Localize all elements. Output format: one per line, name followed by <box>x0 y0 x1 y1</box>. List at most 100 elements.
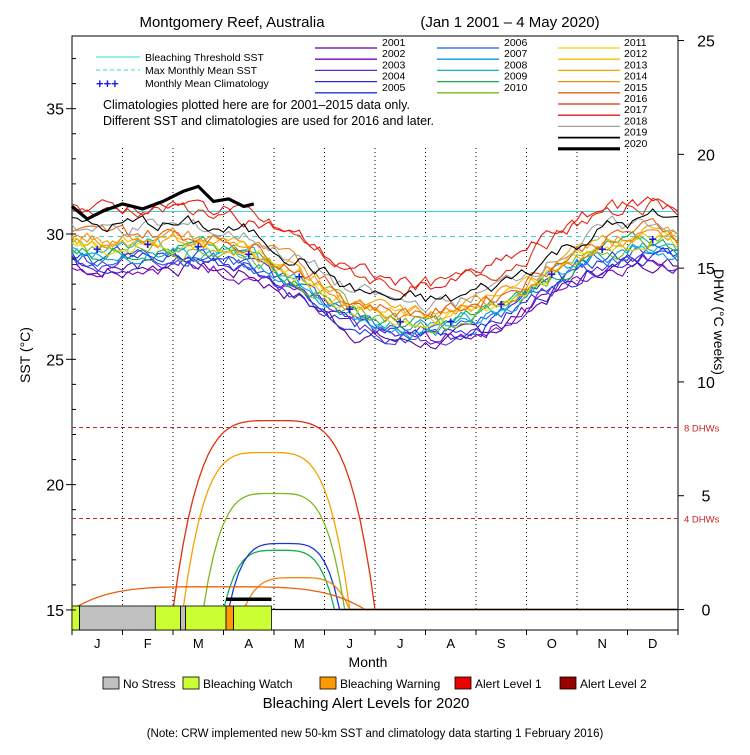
x-tick-label: M <box>294 636 305 651</box>
year-legend-label: 2006 <box>504 37 528 49</box>
year-legend-label: 2009 <box>504 71 528 83</box>
year-legend-label: 2012 <box>624 48 648 60</box>
alert-bar-segment <box>154 605 181 631</box>
sst-series-2020 <box>70 184 255 221</box>
year-legend-label: 2013 <box>624 59 648 71</box>
climatology-marker: + <box>93 241 101 257</box>
year-legend-label: 2001 <box>382 37 406 49</box>
year-legend-label: 2003 <box>382 59 406 71</box>
x-tick-label: D <box>648 636 657 651</box>
year-legend-label: 2004 <box>382 71 406 83</box>
y-right-tick-label: 25 <box>697 34 715 51</box>
x-tick-label: J <box>347 636 354 651</box>
alert-legend-swatch <box>102 676 120 690</box>
year-legend-label: 2015 <box>624 82 648 94</box>
y-left-tick-label: 35 <box>46 102 64 119</box>
alert-bar-segment <box>225 605 234 631</box>
y-left-tick-label: 20 <box>46 478 64 495</box>
year-legend-label: 2018 <box>624 115 648 127</box>
x-tick-label: S <box>497 636 506 651</box>
alert-legend-swatch <box>319 676 337 690</box>
climatology-marker: + <box>598 241 606 257</box>
x-axis-label: Month <box>349 654 388 670</box>
year-legend-label: 2014 <box>624 71 648 83</box>
x-tick-label: J <box>94 636 101 651</box>
year-legend-label: 2005 <box>382 82 406 94</box>
climatology-legend: Bleaching Threshold SST Max Monthly Mean… <box>96 52 434 128</box>
x-tick-label: N <box>598 636 607 651</box>
x-tick-label: A <box>446 636 455 651</box>
y-right-tick-label: 0 <box>702 603 711 620</box>
legend-clim-swatch: +++ <box>96 76 119 91</box>
sst-series-2006 <box>71 246 679 341</box>
sst-series-2015 <box>71 217 679 318</box>
x-tick-label: A <box>244 636 253 651</box>
note-line-1: Climatologies plotted here are for 2001–… <box>103 98 410 112</box>
climatology-marker: + <box>194 239 202 255</box>
climatology-marker: + <box>295 269 303 285</box>
dhw-reference-label: 8 DHWs <box>684 423 720 434</box>
x-tick-label: M <box>193 636 204 651</box>
year-legend-label: 2010 <box>504 82 528 94</box>
sst-series-2016 <box>71 197 679 298</box>
alert-legend-label: Alert Level 2 <box>580 677 647 691</box>
dhw-reference-label: 4 DHWs <box>684 514 720 525</box>
alert-level-bar <box>71 605 272 631</box>
footnote: (Note: CRW implemented new 50-km SST and… <box>147 728 604 740</box>
alert-legend-swatch <box>182 676 200 690</box>
y-left-tick-label: 30 <box>46 227 64 244</box>
climatology-marker: + <box>548 266 556 282</box>
threshold-lines <box>72 210 678 238</box>
y-right-tick-label: 5 <box>702 489 711 506</box>
alert-bar-segment <box>185 605 227 631</box>
year-legend-label: 2017 <box>624 104 648 116</box>
alert-legend-swatch <box>454 676 472 690</box>
left-axis-ticks: 15 20 25 30 35 <box>46 58 76 620</box>
sst-series-2017 <box>71 196 679 291</box>
sst-series-2010 <box>71 235 679 334</box>
right-axis-ticks: 0 5 10 15 20 25 <box>678 34 715 620</box>
alert-legend-label: Alert Level 1 <box>475 677 542 691</box>
climatology-marker: + <box>396 314 404 330</box>
y-right-tick-label: 10 <box>697 375 715 392</box>
year-legend-label: 2019 <box>624 127 648 139</box>
y-right-tick-label: 15 <box>697 261 715 278</box>
alert-bar-segment <box>180 605 187 631</box>
climatology-marker: + <box>447 314 455 330</box>
alert-bar-segment <box>233 605 272 631</box>
climatology-marker: + <box>346 301 354 317</box>
historical-sst-series <box>71 196 679 350</box>
note-line-2: Different SST and climatologies are used… <box>103 114 434 128</box>
x-tick-label: F <box>144 636 152 651</box>
legend-threshold-label: Bleaching Threshold SST <box>145 52 264 64</box>
alert-level-legend: No Stress Bleaching Watch Bleaching Warnin… <box>102 676 647 691</box>
chart-title: Montgomery Reef, Australia <box>139 14 325 31</box>
year-legend-label: 2008 <box>504 59 528 71</box>
y-right-tick-label: 20 <box>697 147 715 164</box>
alert-legend-label: No Stress <box>123 677 176 691</box>
alert-bar-segment <box>79 605 156 631</box>
y-left-label: SST (°C) <box>17 327 33 383</box>
sst-series-2003 <box>71 249 679 346</box>
sst-series-2014 <box>71 227 679 322</box>
legend-clim-label: Monthly Mean Climatology <box>145 78 269 90</box>
sst-series-2019 <box>71 208 679 303</box>
monthly-mean-climatology-points: + + + + + + + + + + + + <box>93 231 657 330</box>
climatology-marker: + <box>245 246 253 262</box>
year-legend-label: 2011 <box>624 37 647 49</box>
year-legend-label: 2002 <box>382 48 406 60</box>
alert-legend-label: Bleaching Watch <box>203 677 293 691</box>
climatology-marker: + <box>649 231 657 247</box>
y-left-tick-label: 15 <box>46 603 64 620</box>
year-legend-label: 2020 <box>624 138 648 150</box>
alert-legend-label: Bleaching Warning <box>340 677 440 691</box>
year-legend-label: 2007 <box>504 48 528 60</box>
dhw-reference-lines: 8 DHWs 4 DHWs <box>72 423 720 525</box>
alert-title: Bleaching Alert Levels for 2020 <box>263 695 470 712</box>
x-tick-label: J <box>397 636 404 651</box>
legend-mmm-label: Max Monthly Mean SST <box>145 65 258 77</box>
